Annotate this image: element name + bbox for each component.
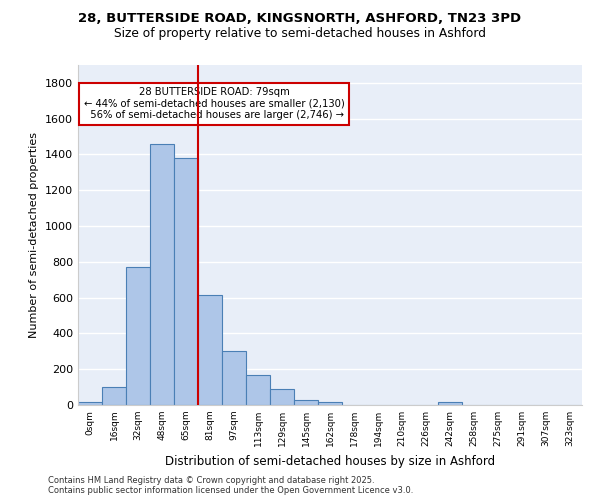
Bar [102, 387, 126, 405]
Bar [246, 374, 270, 405]
X-axis label: Distribution of semi-detached houses by size in Ashford: Distribution of semi-detached houses by … [165, 454, 495, 468]
Bar [198, 295, 222, 405]
Text: Contains HM Land Registry data © Crown copyright and database right 2025.
Contai: Contains HM Land Registry data © Crown c… [48, 476, 413, 495]
Text: Size of property relative to semi-detached houses in Ashford: Size of property relative to semi-detach… [114, 28, 486, 40]
Bar [150, 144, 174, 405]
Bar [222, 352, 246, 405]
Bar [294, 400, 318, 405]
Y-axis label: Number of semi-detached properties: Number of semi-detached properties [29, 132, 40, 338]
Bar [174, 158, 198, 405]
Bar [318, 402, 342, 405]
Bar [78, 402, 102, 405]
Bar [270, 389, 294, 405]
Bar [438, 402, 462, 405]
Text: 28, BUTTERSIDE ROAD, KINGSNORTH, ASHFORD, TN23 3PD: 28, BUTTERSIDE ROAD, KINGSNORTH, ASHFORD… [79, 12, 521, 26]
Bar [126, 267, 150, 405]
Text: 28 BUTTERSIDE ROAD: 79sqm
← 44% of semi-detached houses are smaller (2,130)
  56: 28 BUTTERSIDE ROAD: 79sqm ← 44% of semi-… [84, 87, 344, 120]
